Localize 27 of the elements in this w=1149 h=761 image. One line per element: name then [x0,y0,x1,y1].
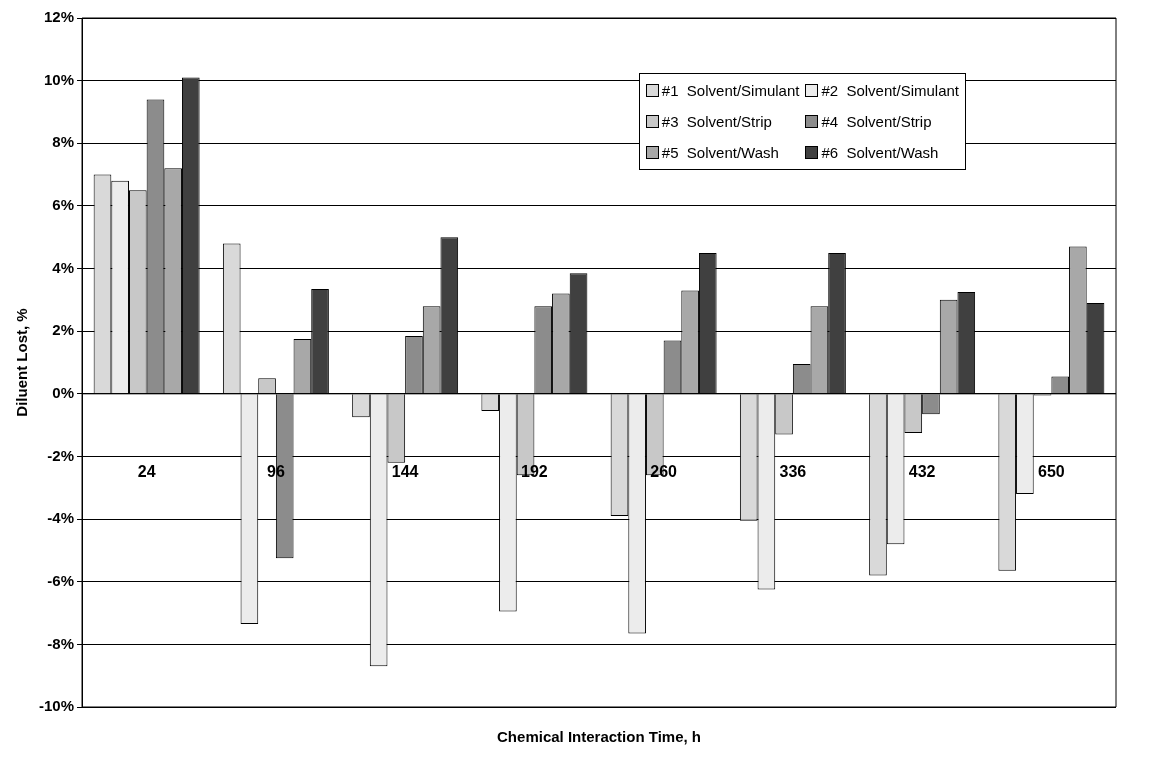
x-tick-label: 336 [779,462,807,480]
legend-label: #4 Solvent/Strip [821,113,932,130]
y-tick-label: 0% [52,383,75,401]
y-tick-label: -10% [38,697,75,715]
x-tick-label: 144 [391,462,419,480]
legend-label: #3 Solvent/Strip [661,113,772,130]
x-tick-label: 650 [1038,462,1065,480]
x-tick-label: 192 [521,462,548,480]
legend-label: #6 Solvent/Wash [821,144,939,161]
y-tick-label: -6% [47,571,75,589]
y-tick-label: 6% [52,196,75,214]
x-tick-label: 24 [137,462,156,480]
x-axis-title: Chemical Interaction Time, h [497,728,701,746]
y-tick-label: -2% [47,446,75,464]
y-tick-label: 2% [52,321,75,339]
y-tick-label: -4% [47,509,75,527]
y-tick-label: 8% [52,133,75,151]
legend-label: #2 Solvent/Simulant [821,82,959,99]
x-tick-label: 260 [650,462,678,480]
y-axis-title: Diluent Lost, % [13,308,31,417]
legend-label: #5 Solvent/Wash [661,144,779,161]
y-tick-label: 4% [52,258,75,276]
x-tick-label: 432 [908,462,936,480]
y-tick-label: -8% [47,634,75,652]
y-tick-label: 12% [43,8,75,26]
legend-label: #1 Solvent/Simulant [661,82,800,99]
y-tick-label: 10% [43,70,75,88]
